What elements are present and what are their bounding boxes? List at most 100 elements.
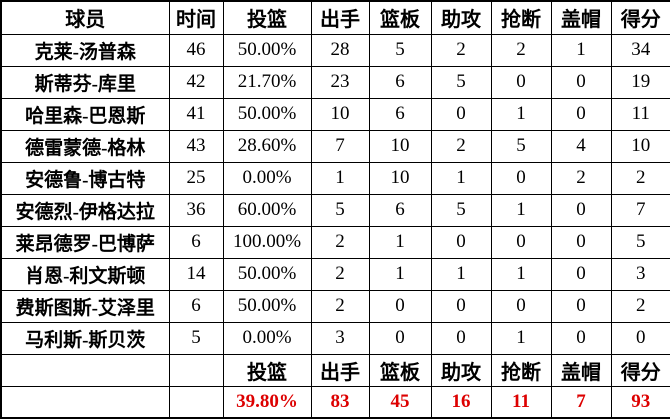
minutes-cell: 43 bbox=[168, 129, 224, 163]
table-row: 安德鲁-博古特 25 0.00% 1 10 1 0 2 2 bbox=[0, 161, 670, 195]
attempts-cell: 23 bbox=[310, 65, 370, 99]
steals-cell: 2 bbox=[490, 33, 552, 67]
player-name: 安德鲁-博古特 bbox=[0, 161, 170, 195]
empty-cell bbox=[168, 385, 224, 419]
table-row: 莱昂德罗-巴博萨 6 100.00% 2 1 0 0 0 5 bbox=[0, 225, 670, 259]
blocks-cell: 0 bbox=[550, 257, 612, 291]
blocks-cell: 0 bbox=[550, 289, 612, 323]
steals-cell: 0 bbox=[490, 65, 552, 99]
minutes-cell: 14 bbox=[168, 257, 224, 291]
table-row: 克莱-汤普森 46 50.00% 28 5 2 2 1 34 bbox=[0, 33, 670, 67]
points-cell: 19 bbox=[610, 65, 670, 99]
col-header-rebounds: 篮板 bbox=[368, 0, 432, 35]
points-cell: 2 bbox=[610, 161, 670, 195]
rebounds-cell: 5 bbox=[368, 33, 432, 67]
fg-pct-cell: 50.00% bbox=[222, 33, 312, 67]
assists-cell: 5 bbox=[430, 193, 492, 227]
totals-label-fg-pct: 投篮 bbox=[222, 353, 312, 387]
col-header-blocks: 盖帽 bbox=[550, 0, 612, 35]
col-header-minutes: 时间 bbox=[168, 0, 224, 35]
player-name: 克莱-汤普森 bbox=[0, 33, 170, 67]
blocks-cell: 2 bbox=[550, 161, 612, 195]
col-header-player: 球员 bbox=[0, 0, 170, 35]
empty-cell bbox=[0, 353, 170, 387]
blocks-cell: 4 bbox=[550, 129, 612, 163]
rebounds-cell: 10 bbox=[368, 129, 432, 163]
points-cell: 0 bbox=[610, 321, 670, 355]
col-header-attempts: 出手 bbox=[310, 0, 370, 35]
attempts-cell: 1 bbox=[310, 161, 370, 195]
blocks-cell: 0 bbox=[550, 65, 612, 99]
points-cell: 7 bbox=[610, 193, 670, 227]
totals-rebounds: 45 bbox=[368, 385, 432, 419]
attempts-cell: 5 bbox=[310, 193, 370, 227]
fg-pct-cell: 0.00% bbox=[222, 161, 312, 195]
rebounds-cell: 6 bbox=[368, 97, 432, 131]
rebounds-cell: 0 bbox=[368, 289, 432, 323]
steals-cell: 1 bbox=[490, 257, 552, 291]
attempts-cell: 28 bbox=[310, 33, 370, 67]
table-row: 安德烈-伊格达拉 36 60.00% 5 6 5 1 0 7 bbox=[0, 193, 670, 227]
blocks-cell: 1 bbox=[550, 33, 612, 67]
blocks-cell: 0 bbox=[550, 321, 612, 355]
fg-pct-cell: 60.00% bbox=[222, 193, 312, 227]
totals-attempts: 83 bbox=[310, 385, 370, 419]
table-row: 费斯图斯-艾泽里 6 50.00% 2 0 0 0 0 2 bbox=[0, 289, 670, 323]
minutes-cell: 25 bbox=[168, 161, 224, 195]
points-cell: 34 bbox=[610, 33, 670, 67]
player-name: 肖恩-利文斯顿 bbox=[0, 257, 170, 291]
steals-cell: 1 bbox=[490, 321, 552, 355]
totals-label-row: 投篮 出手 篮板 助攻 抢断 盖帽 得分 bbox=[0, 353, 670, 387]
fg-pct-cell: 50.00% bbox=[222, 97, 312, 131]
assists-cell: 0 bbox=[430, 225, 492, 259]
table-row: 斯蒂芬-库里 42 21.70% 23 6 5 0 0 19 bbox=[0, 65, 670, 99]
player-name: 安德烈-伊格达拉 bbox=[0, 193, 170, 227]
points-cell: 2 bbox=[610, 289, 670, 323]
steals-cell: 5 bbox=[490, 129, 552, 163]
col-header-fg-pct: 投篮 bbox=[222, 0, 312, 35]
totals-assists: 16 bbox=[430, 385, 492, 419]
points-cell: 5 bbox=[610, 225, 670, 259]
fg-pct-cell: 50.00% bbox=[222, 289, 312, 323]
assists-cell: 2 bbox=[430, 129, 492, 163]
totals-label-attempts: 出手 bbox=[310, 353, 370, 387]
minutes-cell: 42 bbox=[168, 65, 224, 99]
steals-cell: 1 bbox=[490, 193, 552, 227]
col-header-steals: 抢断 bbox=[490, 0, 552, 35]
fg-pct-cell: 21.70% bbox=[222, 65, 312, 99]
attempts-cell: 7 bbox=[310, 129, 370, 163]
totals-label-blocks: 盖帽 bbox=[550, 353, 612, 387]
assists-cell: 0 bbox=[430, 289, 492, 323]
totals-fg-pct: 39.80% bbox=[222, 385, 312, 419]
steals-cell: 0 bbox=[490, 161, 552, 195]
assists-cell: 0 bbox=[430, 97, 492, 131]
minutes-cell: 41 bbox=[168, 97, 224, 131]
points-cell: 11 bbox=[610, 97, 670, 131]
assists-cell: 5 bbox=[430, 65, 492, 99]
assists-cell: 1 bbox=[430, 161, 492, 195]
assists-cell: 2 bbox=[430, 33, 492, 67]
fg-pct-cell: 50.00% bbox=[222, 257, 312, 291]
table-row: 马利斯-斯贝茨 5 0.00% 3 0 0 1 0 0 bbox=[0, 321, 670, 355]
minutes-cell: 6 bbox=[168, 289, 224, 323]
empty-cell bbox=[168, 353, 224, 387]
table-row: 德雷蒙德-格林 43 28.60% 7 10 2 5 4 10 bbox=[0, 129, 670, 163]
points-cell: 10 bbox=[610, 129, 670, 163]
rebounds-cell: 10 bbox=[368, 161, 432, 195]
rebounds-cell: 1 bbox=[368, 225, 432, 259]
player-name: 马利斯-斯贝茨 bbox=[0, 321, 170, 355]
steals-cell: 0 bbox=[490, 289, 552, 323]
totals-label-steals: 抢断 bbox=[490, 353, 552, 387]
assists-cell: 1 bbox=[430, 257, 492, 291]
player-name: 莱昂德罗-巴博萨 bbox=[0, 225, 170, 259]
attempts-cell: 2 bbox=[310, 257, 370, 291]
header-row: 球员 时间 投篮 出手 篮板 助攻 抢断 盖帽 得分 bbox=[0, 0, 670, 35]
attempts-cell: 10 bbox=[310, 97, 370, 131]
rebounds-cell: 6 bbox=[368, 65, 432, 99]
steals-cell: 0 bbox=[490, 225, 552, 259]
minutes-cell: 5 bbox=[168, 321, 224, 355]
totals-label-points: 得分 bbox=[610, 353, 670, 387]
steals-cell: 1 bbox=[490, 97, 552, 131]
